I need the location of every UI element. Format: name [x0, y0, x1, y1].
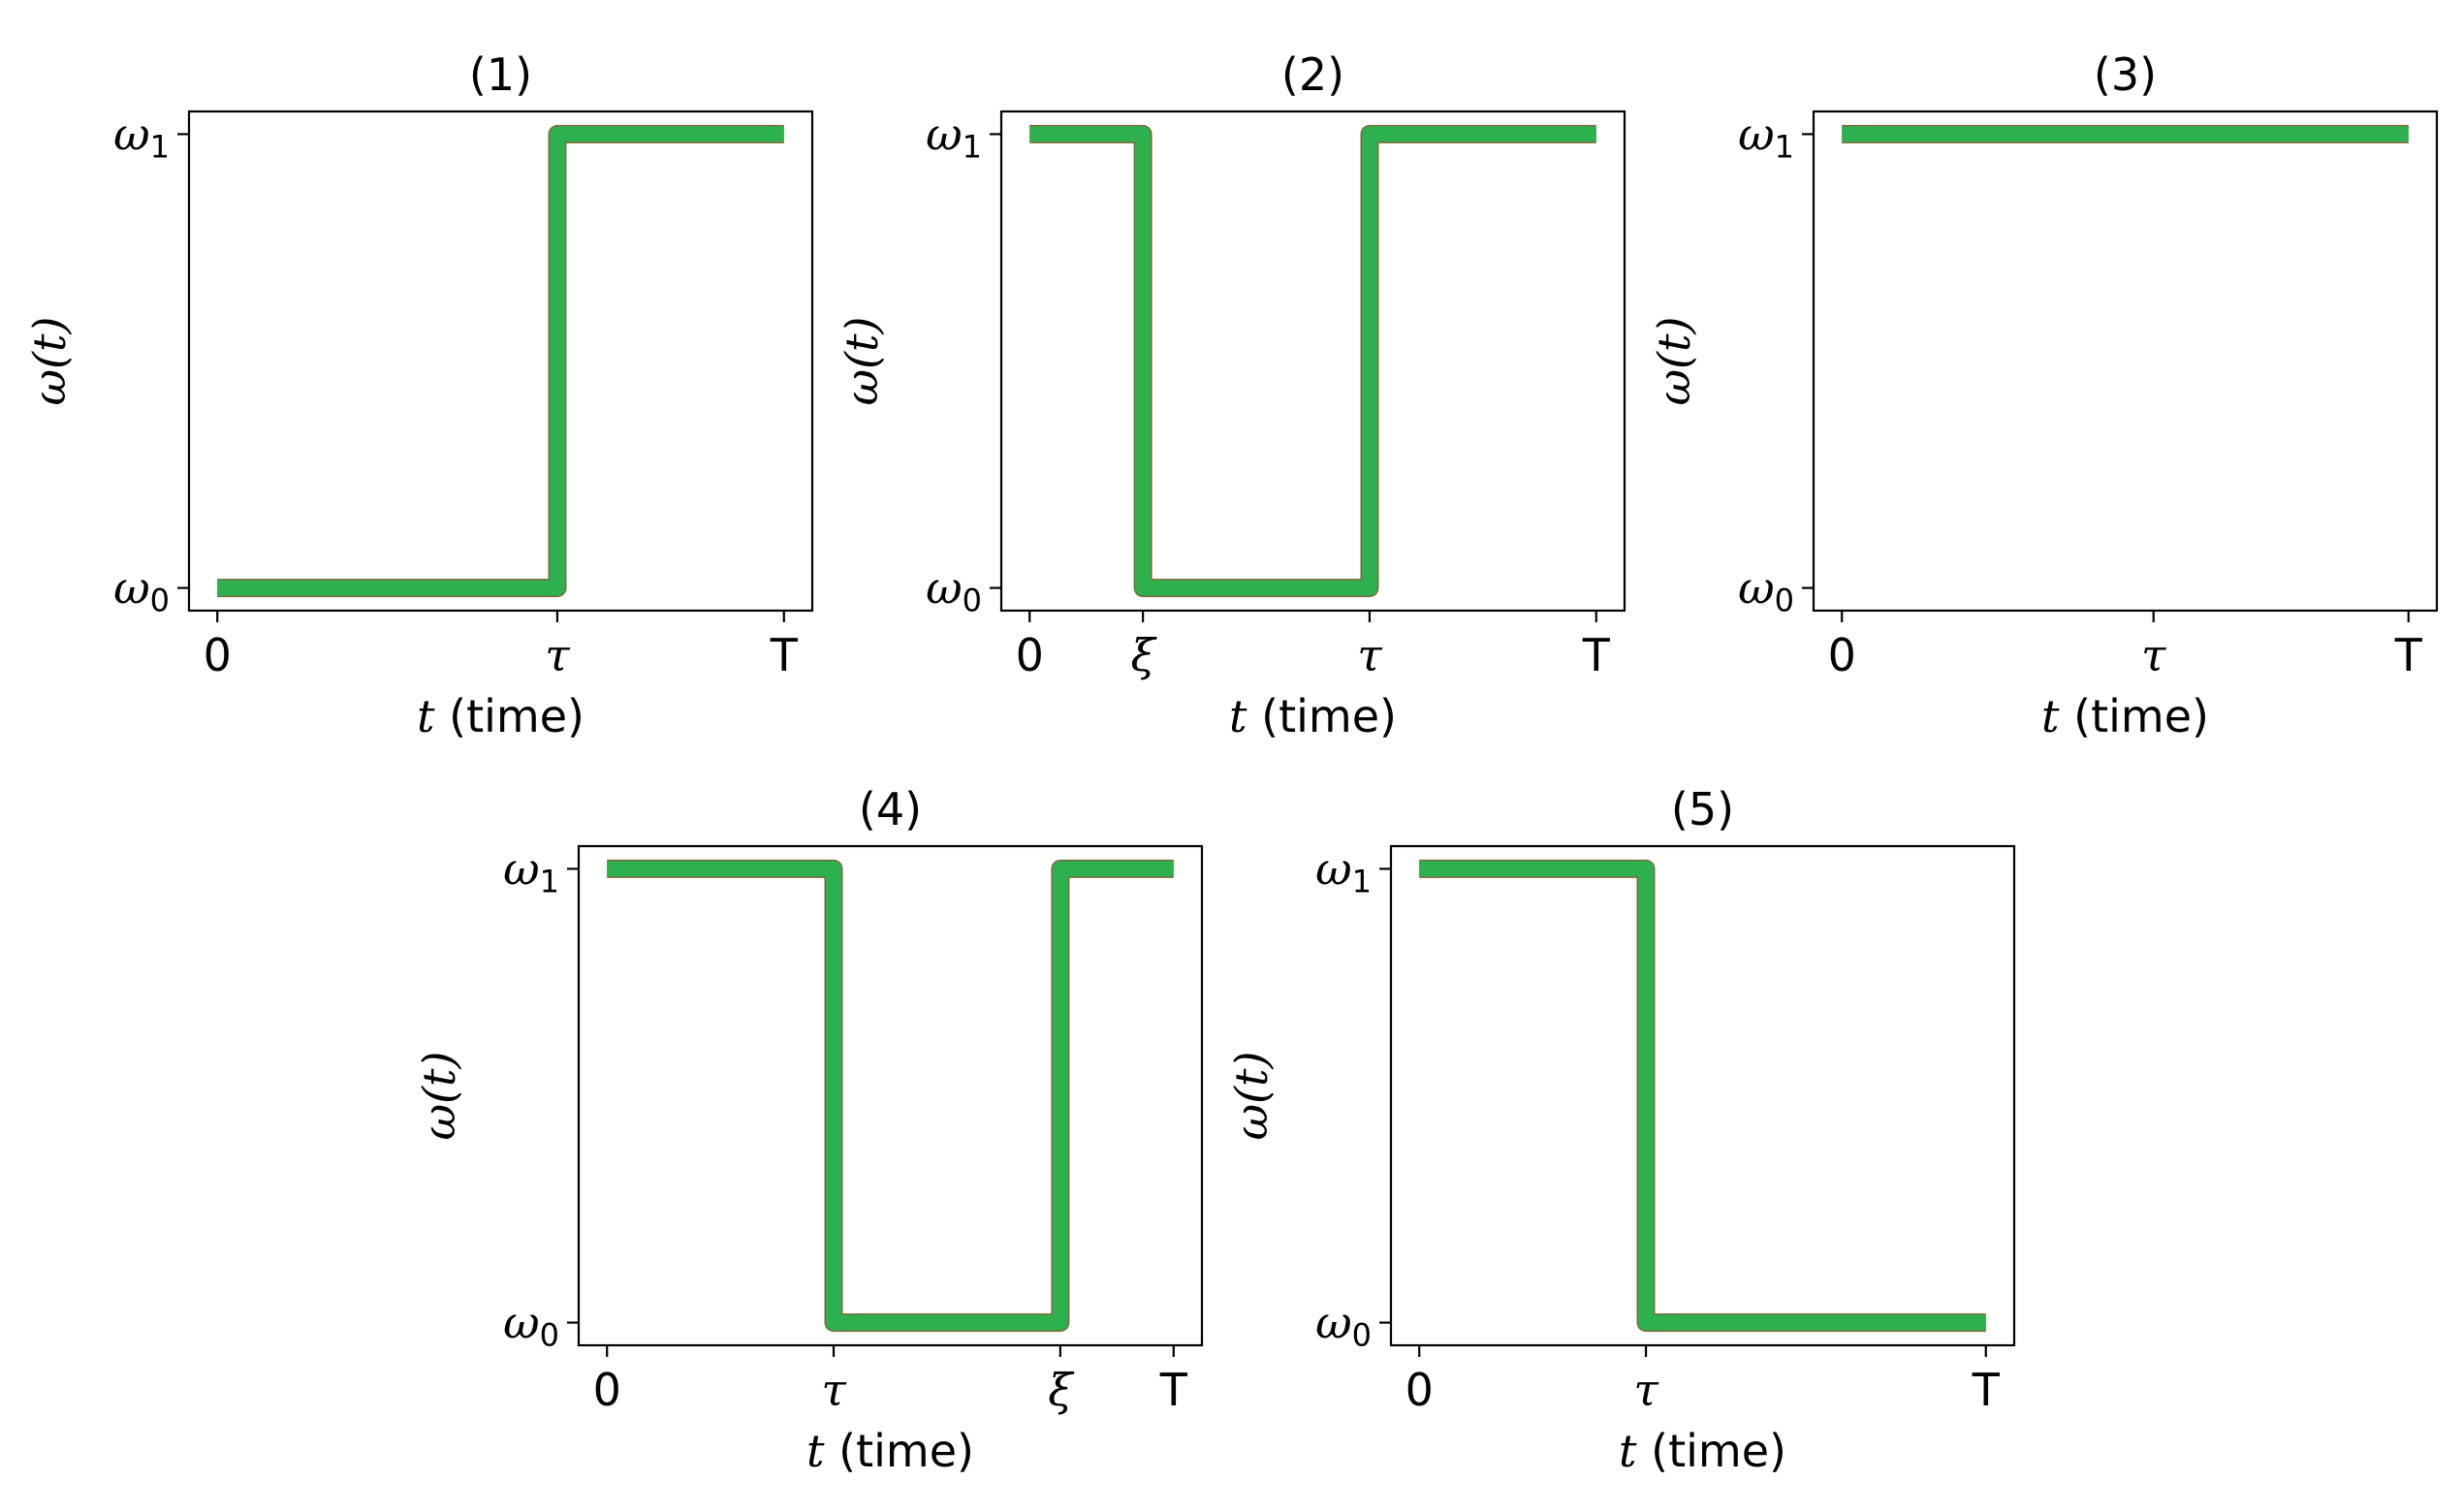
series-line [607, 861, 1174, 1331]
x-tick-label: T [2394, 629, 2423, 681]
x-tick-label: τ [1633, 1364, 1659, 1416]
x-tick-label: 0 [204, 629, 232, 681]
panel-title: (3) [2094, 48, 2157, 101]
y-tick-label: ω1 [503, 842, 559, 899]
x-tick-label: T [1159, 1364, 1188, 1416]
series-line-outline [607, 859, 1174, 1333]
panel-title: (4) [859, 783, 922, 835]
x-tick-label: 0 [593, 1364, 621, 1416]
series-line-outline [1419, 859, 1986, 1333]
y-tick-label: ω1 [1315, 842, 1372, 899]
panel-1: (1) 0 τ Tω1 ω0 t (time) ω(t) [23, 48, 814, 742]
x-tick-label: τ [1357, 629, 1383, 681]
y-tick-label: ω0 [1315, 1297, 1372, 1354]
panel-title: (1) [469, 48, 532, 101]
y-axis-label: ω(t) [836, 317, 888, 406]
panel-4: (4) 0 τ ξ Tω1 ω0 t (time) ω(t) [413, 783, 1204, 1477]
x-tick-label: 0 [1016, 629, 1044, 681]
x-tick-label: τ [545, 629, 571, 681]
y-tick-label: ω0 [1738, 562, 1794, 619]
panel-title: (5) [1671, 783, 1734, 835]
panel-title: (2) [1281, 48, 1344, 101]
y-tick-label: ω0 [113, 562, 170, 619]
x-axis-label: t (time) [417, 690, 584, 742]
y-tick-label: ω1 [113, 108, 170, 165]
panel-5: (5) 0 τ Tω1 ω0 t (time) ω(t) [1225, 783, 2016, 1477]
x-tick-label: T [770, 629, 799, 681]
x-axis-label: t (time) [1619, 1425, 1786, 1477]
x-tick-label: ξ [1048, 1364, 1075, 1416]
x-tick-label: τ [821, 1364, 847, 1416]
y-axis-label: ω(t) [1225, 1052, 1278, 1141]
y-axis-label: ω(t) [23, 317, 76, 406]
x-axis-label: t (time) [2041, 690, 2209, 742]
plot-frame [1812, 110, 2439, 613]
x-tick-label: T [1972, 1364, 2001, 1416]
panel-3: (3) 0 τ Tω1 ω0 t (time) ω(t) [1648, 48, 2439, 742]
plot-frame [999, 110, 1626, 613]
series-line [1029, 126, 1596, 596]
y-tick-label: ω1 [926, 108, 982, 165]
x-tick-label: 0 [1405, 1364, 1434, 1416]
panel-2: (2) 0 ξ τ Tω1 ω0 t (time) ω(t) [836, 48, 1626, 742]
y-tick-label: ω0 [926, 562, 982, 619]
x-axis-label: t (time) [806, 1425, 974, 1477]
series-line-outline [1029, 124, 1596, 598]
x-tick-label: T [1582, 629, 1611, 681]
x-tick-label: τ [2141, 629, 2167, 681]
x-axis-label: t (time) [1229, 690, 1397, 742]
x-tick-label: 0 [1828, 629, 1856, 681]
x-tick-label: ξ [1130, 629, 1157, 681]
series-line [217, 126, 784, 596]
y-tick-label: ω0 [503, 1297, 559, 1354]
plot-frame [1389, 844, 2016, 1347]
y-axis-label: ω(t) [1648, 317, 1700, 406]
series-line-outline [217, 124, 784, 598]
plot-frame [577, 844, 1204, 1347]
plot-frame [187, 110, 814, 613]
y-axis-label: ω(t) [413, 1052, 465, 1141]
series-line [1419, 861, 1986, 1331]
y-tick-label: ω1 [1738, 108, 1794, 165]
